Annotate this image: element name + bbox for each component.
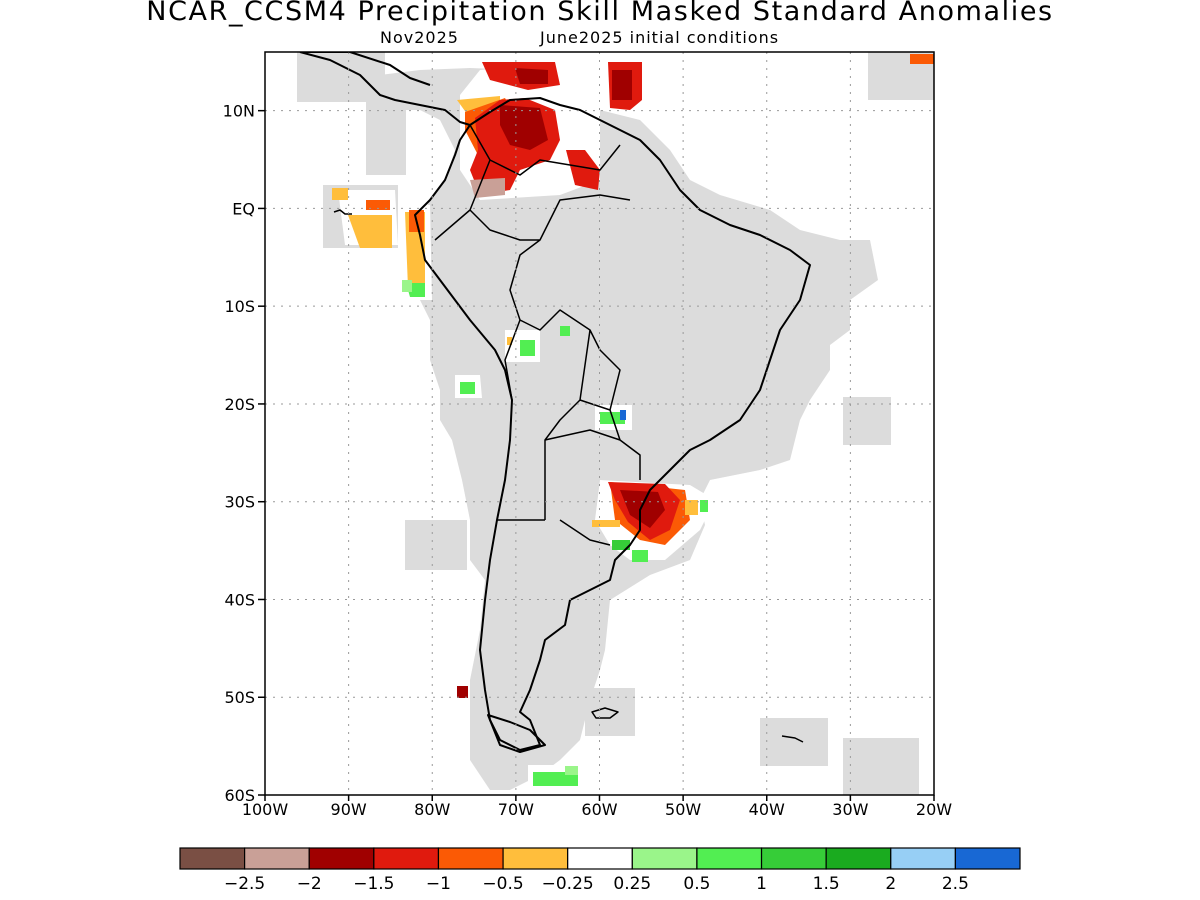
colorbar-swatch xyxy=(502,847,569,870)
colorbar-label: −2 xyxy=(297,874,322,894)
colorbar-swatch xyxy=(567,847,633,870)
south-america-coastline xyxy=(414,97,811,751)
lat-tick-label: 10N xyxy=(223,102,255,121)
chart-title: NCAR_CCSM4 Precipitation Skill Masked St… xyxy=(146,0,1054,27)
lon-tick-label: 30W xyxy=(832,800,868,819)
coastlines-and-borders xyxy=(299,52,811,753)
map-ticks xyxy=(258,109,935,801)
lon-tick-label: 80W xyxy=(414,800,450,819)
lat-tick-label: 10S xyxy=(224,297,255,316)
colorbar-swatch xyxy=(631,847,698,870)
lon-tick-label: 20W xyxy=(916,800,952,819)
lat-tick-label: 60S xyxy=(224,786,255,805)
central-america-coastline xyxy=(299,52,471,126)
colorbar-label: −2.5 xyxy=(224,874,265,894)
colorbar-swatch xyxy=(890,847,956,870)
falkland-islands xyxy=(591,707,619,719)
colorbar-label: 0.25 xyxy=(613,874,651,894)
colorbar-swatch xyxy=(954,847,1021,870)
lat-tick-label: 30S xyxy=(224,493,255,512)
colorbar-label: 1 xyxy=(756,874,767,894)
colorbar-swatch xyxy=(696,847,763,870)
lon-tick-label: 60W xyxy=(581,800,617,819)
lon-tick-label: 100W xyxy=(242,800,289,819)
colorbar-label: −1.5 xyxy=(353,874,394,894)
colorbar-swatch xyxy=(308,847,375,870)
longitude-labels: 100W 90W 80W 70W 60W 50W 40W 30W 20W xyxy=(242,800,952,819)
map-frame xyxy=(264,51,935,796)
lon-tick-label: 50W xyxy=(665,800,701,819)
colorbar-swatch xyxy=(179,847,246,870)
colorbar-label: −0.5 xyxy=(482,874,523,894)
colorbar-label: 2 xyxy=(885,874,896,894)
colorbar xyxy=(179,847,1021,870)
initial-conditions: June2025 initial conditions xyxy=(540,28,780,47)
colorbar-label: 2.5 xyxy=(942,874,969,894)
lat-tick-label: 20S xyxy=(224,395,255,414)
south-georgia xyxy=(781,735,804,743)
colorbar-label: −0.25 xyxy=(542,874,594,894)
lon-tick-label: 40W xyxy=(749,800,785,819)
lat-tick-label: 50S xyxy=(224,688,255,707)
colorbar-swatch xyxy=(437,847,504,870)
country-borders xyxy=(434,124,641,546)
colorbar-swatch xyxy=(760,847,827,870)
lat-tick-label: 40S xyxy=(224,590,255,609)
colorbar-label: 1.5 xyxy=(813,874,840,894)
colorbar-swatch xyxy=(244,847,310,870)
lon-tick-label: 70W xyxy=(498,800,534,819)
forecast-month: Nov2025 xyxy=(380,28,459,47)
tierra-del-fuego xyxy=(487,714,546,753)
colorbar-swatch xyxy=(373,847,440,870)
colorbar-swatch xyxy=(825,847,892,870)
latitude-labels: 10N EQ 10S 20S 30S 40S 50S 60S xyxy=(223,102,255,805)
lon-tick-label: 90W xyxy=(331,800,367,819)
colorbar-label: −1 xyxy=(426,874,451,894)
colorbar-labels: −2.5 −2 −1.5 −1 −0.5 −0.25 0.25 0.5 1 1.5 2 2.5 xyxy=(224,874,969,894)
colorbar-label: 0.5 xyxy=(683,874,710,894)
lat-tick-label: EQ xyxy=(232,199,255,218)
